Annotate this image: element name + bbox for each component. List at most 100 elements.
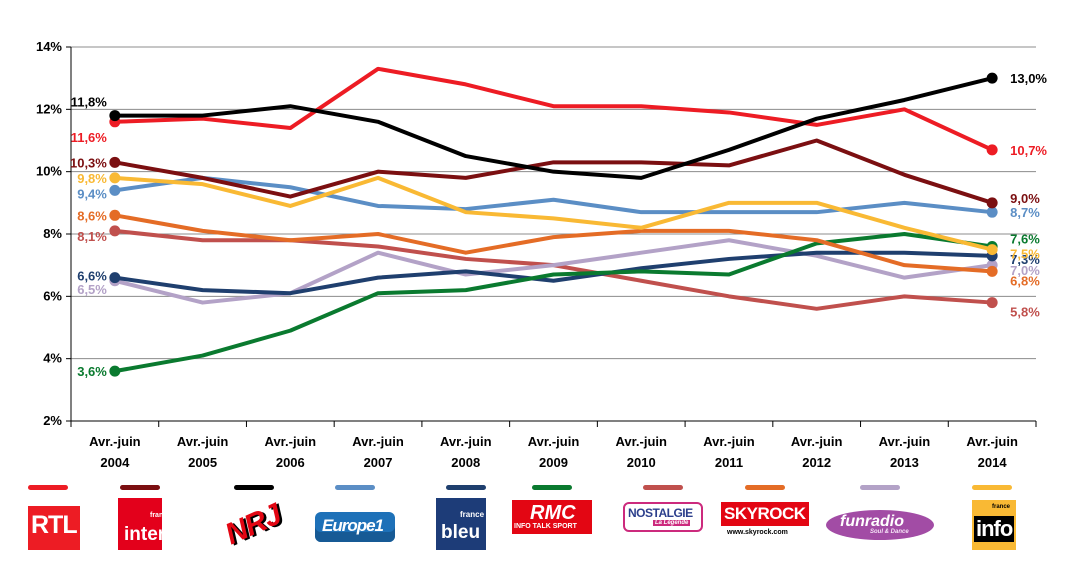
x-tick-label: Avr.-juin [528, 434, 580, 449]
y-tick-label: 12% [36, 101, 62, 116]
logo-text-france-inter: inter [124, 524, 166, 545]
x-tick-label: Avr.-juin [440, 434, 492, 449]
start-label-nostalgie: 8,1% [77, 229, 107, 244]
logo-box-fun-radio: funradio Soul & Dance [826, 510, 934, 540]
logo-nrj: NRJ [214, 498, 294, 556]
end-label-skyrock: 6,8% [1010, 273, 1040, 288]
logo-box-france-bleu: bleu france [436, 498, 486, 550]
logo-europe-1: Europe1 [315, 498, 395, 556]
legend-item-france-bleu: bleu france [426, 478, 506, 560]
start-label-france-inter: 10,3% [70, 155, 107, 170]
legend-swatch-nostalgie [643, 485, 683, 490]
x-tick-label: Avr.-juin [703, 434, 755, 449]
x-tick-label: Avr.-juin [352, 434, 404, 449]
logo-text-france-info: info [974, 516, 1015, 542]
logo-subtext-france-bleu: france [460, 510, 485, 519]
logo-text-france-bleu: bleu [441, 522, 481, 543]
series-start-point-france-inter [109, 156, 121, 168]
y-tick-label: 4% [43, 351, 62, 366]
x-tick-label: Avr.-juin [265, 434, 317, 449]
series-start-point-europe-1 [109, 184, 121, 196]
legend-swatch-rtl [28, 485, 68, 490]
legend-item-france-info: info france [952, 478, 1032, 560]
x-tick-label-year: 2008 [451, 455, 480, 470]
end-label-rmc: 7,6% [1010, 231, 1040, 246]
x-tick-label-year: 2014 [978, 455, 1008, 470]
data-labels: 11,6% 10,3% 11,8% 9,4% 6,6% 3,6% 8,1% 8,6% 6,5% 9… [70, 71, 1047, 379]
series-line-rtl [112, 66, 995, 152]
end-label-nrj: 13,0% [1010, 71, 1047, 86]
legend-item-fun-radio: funradio Soul & Dance [826, 478, 934, 560]
logo-subtext-fun-radio: Soul & Dance [870, 529, 909, 535]
series-start-point-nrj [109, 110, 121, 122]
logo-nostalgie: NOSTALGIE La Légende [623, 498, 703, 556]
legend-swatch-france-bleu [446, 485, 486, 490]
logo-subtext-nostalgie: La Légende [653, 520, 691, 526]
logo-subtext-skyrock: www.skyrock.com [727, 529, 788, 536]
start-label-rmc: 3,6% [77, 364, 107, 379]
logo-text-skyrock: SKYROCK [721, 502, 809, 526]
series-line-france-inter [112, 138, 995, 205]
series-start-point-france-info [109, 172, 121, 184]
legend-swatch-france-info [972, 485, 1012, 490]
logo-rtl: RTL [8, 498, 88, 556]
logo-box-france-info: info france [972, 500, 1016, 550]
legend-swatch-nrj [234, 485, 274, 490]
logo-rmc: RMC INFO TALK SPORT [512, 498, 592, 556]
legend-swatch-europe-1 [335, 485, 375, 490]
logo-box-nostalgie: NOSTALGIE La Légende [623, 502, 703, 532]
end-label-rtl: 10,7% [1010, 143, 1047, 158]
start-label-france-info: 9,8% [77, 171, 107, 186]
logo-text-fun-radio: funradio [840, 513, 904, 530]
series-start-point-rmc [109, 365, 121, 377]
y-tick-label: 2% [43, 413, 62, 428]
x-tick-label: Avr.-juin [879, 434, 931, 449]
series-end-point-nrj [986, 72, 998, 84]
logo-box-rtl: RTL [28, 506, 80, 550]
legend-item-nostalgie: NOSTALGIE La Légende [623, 478, 703, 560]
legend-item-france-inter: inter france [100, 478, 180, 560]
logo-text-europe-1: Europe1 [322, 516, 384, 535]
end-label-france-bleu: 7,3% [1010, 252, 1040, 267]
start-label-france-bleu: 6,6% [77, 269, 107, 284]
end-label-france-info: 7,5% [1010, 247, 1040, 262]
logo-text-rtl: RTL [31, 511, 78, 539]
series-line-france-info [112, 175, 995, 252]
logo-text-rmc: RMC [530, 502, 576, 524]
x-tick-label-year: 2006 [276, 455, 305, 470]
series-end-point-nostalgie [986, 297, 998, 309]
x-tick-label-year: 2011 [715, 455, 743, 470]
series-line-rmc [112, 232, 995, 374]
legend-item-europe-1: Europe1 [315, 478, 395, 560]
start-label-nrj: 11,8% [71, 95, 108, 110]
legend-item-skyrock: SKYROCK www.skyrock.com [721, 478, 809, 560]
axes: 2% 4% 6% 8% 10% 12% 14% Avr.-juin 2004 Avr.-juin 2… [36, 39, 1037, 470]
x-tick-label: Avr.-juin [177, 434, 229, 449]
series-end-point-europe-1 [986, 206, 998, 218]
series-end-point-rtl [986, 144, 998, 156]
end-label-france-inter: 9,0% [1010, 191, 1040, 206]
legend-swatch-france-inter [120, 485, 160, 490]
logo-fun-radio: funradio Soul & Dance [826, 498, 934, 556]
start-label-rtl: 11,6% [71, 130, 108, 145]
legend-item-rmc: RMC INFO TALK SPORT [512, 478, 592, 560]
x-tick-label: Avr.-juin [615, 434, 667, 449]
x-tick-label: Avr.-juin [89, 434, 141, 449]
logo-subtext-france-info: france [992, 504, 1011, 510]
logo-france-info: info france [952, 498, 1032, 556]
series-end-point-skyrock [986, 265, 998, 277]
logo-box-europe-1: Europe1 [315, 512, 395, 542]
logo-skyrock: SKYROCK www.skyrock.com [721, 498, 809, 556]
logo-box-france-inter: inter france [118, 498, 171, 550]
end-label-europe-1: 8,7% [1010, 205, 1040, 220]
logo-text-nostalgie: NOSTALGIE [628, 506, 693, 520]
legend-item-rtl: RTL [8, 478, 88, 560]
series-end-point-france-inter [986, 197, 998, 209]
series-line-fun-radio [112, 238, 995, 305]
series-line-nrj [112, 76, 995, 180]
series-start-point-skyrock [109, 209, 121, 221]
y-tick-label: 6% [43, 288, 62, 303]
series-start-point-france-bleu [109, 272, 121, 284]
x-tick-label: Avr.-juin [966, 434, 1018, 449]
series-start-point-nostalgie [109, 225, 121, 237]
